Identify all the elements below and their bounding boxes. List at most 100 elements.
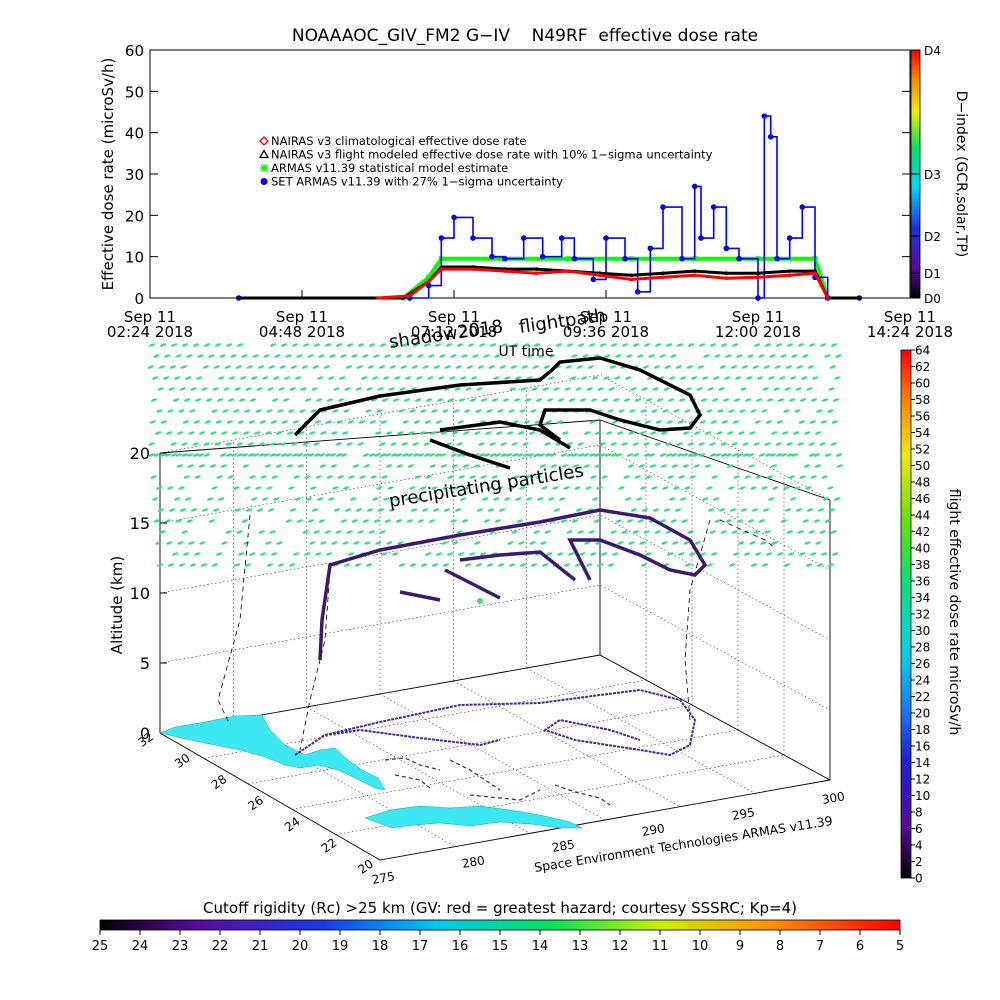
particle-upper <box>489 343 496 348</box>
particle-upper <box>560 453 567 458</box>
y-tick-label: 30 <box>125 166 144 184</box>
altitude-tick-label: 5 <box>140 654 150 673</box>
particle-upper <box>724 376 731 381</box>
dose-colorbar-tick-label: 0 <box>915 872 923 886</box>
dose-colorbar-tick-label: 56 <box>915 410 930 424</box>
series-point <box>408 294 412 298</box>
particle-upper <box>678 398 685 403</box>
particle-upper <box>463 431 470 436</box>
particle-upper <box>203 442 210 447</box>
particle-lower <box>194 475 201 480</box>
particle-lower <box>379 453 386 458</box>
rigidity-colorbar-tick-label: 19 <box>332 939 349 954</box>
particle-lower <box>434 453 441 458</box>
particle-upper <box>311 387 318 392</box>
particle-lower <box>768 497 775 502</box>
particle-lower <box>585 563 592 568</box>
particle-lower <box>819 530 826 535</box>
particle-lower <box>733 475 740 480</box>
particle-lower <box>762 508 769 513</box>
particle-lower <box>288 563 295 568</box>
particle-upper <box>670 354 677 359</box>
particle-upper <box>218 376 225 381</box>
particle-lower <box>761 563 768 568</box>
altitude-tick-label: 20 <box>130 444 150 463</box>
particle-upper <box>794 409 801 414</box>
particle-upper <box>626 453 633 458</box>
particle-lower <box>702 497 709 502</box>
particle-upper <box>309 431 316 436</box>
particle-lower <box>302 530 309 535</box>
particle-lower <box>687 453 694 458</box>
particle-lower <box>808 530 815 535</box>
particle-upper <box>296 354 303 359</box>
particle-lower <box>623 475 630 480</box>
particle-upper <box>644 420 651 425</box>
particle-upper <box>383 376 390 381</box>
particle-lower <box>636 497 643 502</box>
particle-lower <box>212 508 219 513</box>
particle-upper <box>496 431 503 436</box>
particle-lower <box>487 508 494 513</box>
particle-lower <box>350 497 357 502</box>
particle-upper <box>816 409 823 414</box>
flight-shadow-ground <box>295 690 695 755</box>
particle-lower <box>178 563 185 568</box>
particle-lower <box>714 519 721 524</box>
particle-lower <box>676 453 683 458</box>
particle-upper <box>436 398 443 403</box>
dose-colorbar-tick-label: 48 <box>915 476 930 490</box>
altitude-label: Altitude (km) <box>108 556 126 654</box>
land-cuba <box>365 806 582 828</box>
particle-upper <box>509 387 516 392</box>
series-point <box>756 271 760 275</box>
dose-colorbar-ticks: 0246810121416182022242628303234363840424… <box>911 344 930 886</box>
particle-upper <box>798 420 805 425</box>
particle-lower <box>788 475 795 480</box>
particle-upper <box>163 376 170 381</box>
particle-upper <box>667 398 674 403</box>
particle-lower <box>731 530 738 535</box>
particle-upper <box>720 343 727 348</box>
particle-upper <box>786 442 793 447</box>
particle-lower <box>660 464 667 469</box>
particle-upper <box>607 409 614 414</box>
particle-upper <box>251 376 258 381</box>
particle-upper <box>519 409 526 414</box>
particle-upper <box>721 420 728 425</box>
particle-lower <box>340 519 347 524</box>
dose-colorbar-tick-label: 62 <box>915 360 930 374</box>
particle-upper <box>398 409 405 414</box>
particle-lower <box>216 552 223 557</box>
particle-lower <box>258 453 265 458</box>
particle-upper <box>491 398 498 403</box>
particle-upper <box>248 420 255 425</box>
particle-upper <box>744 398 751 403</box>
particle-lower <box>337 475 344 480</box>
particle-upper <box>626 354 633 359</box>
particle-lower <box>247 453 254 458</box>
particle-upper <box>240 376 247 381</box>
particle-lower <box>750 563 757 568</box>
series-point <box>661 276 665 280</box>
particle-upper <box>641 387 648 392</box>
particle-upper <box>315 398 322 403</box>
particle-lower <box>313 453 320 458</box>
particle-upper <box>648 354 655 359</box>
x-axis-label: UT time <box>499 344 554 360</box>
particle-lower <box>183 552 190 557</box>
particle-upper <box>592 376 599 381</box>
series-point <box>622 256 628 262</box>
particle-lower <box>310 486 317 491</box>
particle-upper <box>785 365 792 370</box>
particle-upper <box>739 409 746 414</box>
particle-lower <box>669 497 676 502</box>
particle-upper <box>697 365 704 370</box>
particle-lower <box>150 475 157 480</box>
particle-upper <box>169 365 176 370</box>
particle-lower <box>670 519 677 524</box>
particle-lower <box>286 464 293 469</box>
particle-upper <box>160 420 167 425</box>
particle-upper <box>553 387 560 392</box>
particle-upper <box>508 409 515 414</box>
